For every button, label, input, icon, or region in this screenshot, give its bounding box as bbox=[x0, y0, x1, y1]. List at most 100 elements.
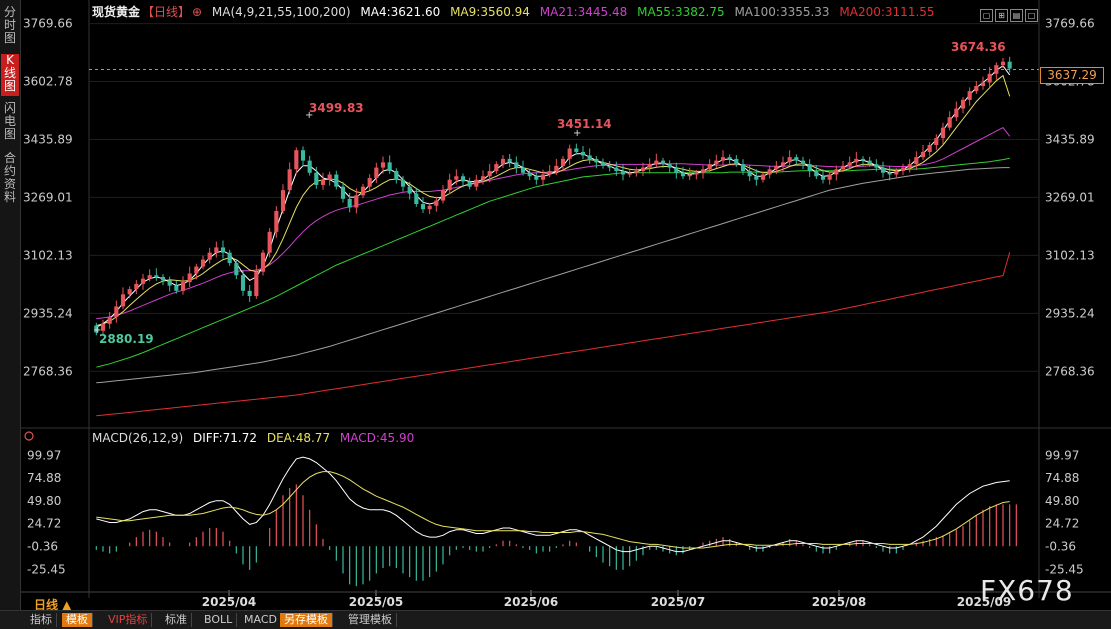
candle-body bbox=[960, 99, 966, 109]
candle-body bbox=[267, 231, 272, 253]
candle-body bbox=[334, 174, 339, 187]
period-selector[interactable]: 日线 ▲ bbox=[34, 598, 72, 612]
candle-body bbox=[247, 290, 252, 297]
candle-body bbox=[587, 155, 592, 159]
axis-labels: 3769.663769.663602.783602.783435.893435.… bbox=[23, 17, 1095, 609]
candle-body bbox=[1000, 61, 1006, 66]
ma21-line bbox=[96, 126, 1011, 320]
candle-body bbox=[540, 174, 546, 180]
macd-histogram bbox=[95, 484, 1017, 587]
dea-value: DEA:48.77 bbox=[266, 431, 331, 445]
candle-body bbox=[847, 162, 852, 166]
ma4-line bbox=[96, 65, 1011, 328]
candle-body bbox=[500, 158, 506, 165]
candle-body bbox=[260, 252, 266, 272]
candle-body bbox=[574, 148, 579, 152]
price-tick-left: 2935.24 bbox=[23, 306, 73, 320]
candle-body bbox=[880, 167, 886, 173]
tab-indicator[interactable]: 指标 bbox=[26, 613, 57, 627]
candle-body bbox=[447, 179, 452, 191]
candle-body bbox=[240, 275, 246, 291]
annotation-high-1: 3499.83 bbox=[309, 101, 364, 115]
candle-body bbox=[620, 171, 626, 175]
restore-icon[interactable]: ▢ bbox=[980, 9, 993, 22]
candle-body bbox=[234, 263, 239, 276]
dea-line bbox=[96, 471, 1010, 549]
macd-tick-left: 99.97 bbox=[27, 448, 61, 462]
candle-body bbox=[347, 198, 352, 208]
ma9-line bbox=[96, 74, 1011, 327]
chart-canvas[interactable]: 3769.663769.663602.783602.783435.893435.… bbox=[21, 0, 1111, 610]
ma55-value: MA55:3382.75 bbox=[637, 5, 725, 19]
candle-body bbox=[894, 171, 899, 175]
tab-save-template[interactable]: 另存模板 bbox=[280, 613, 333, 627]
window-controls: ▢ ⊞ ▤ □ bbox=[978, 3, 1038, 22]
candle-body bbox=[140, 278, 146, 284]
tab-kline[interactable]: K线图 bbox=[1, 54, 19, 96]
candle-body bbox=[127, 289, 132, 295]
maximize-icon[interactable]: □ bbox=[1025, 9, 1038, 22]
candle-body bbox=[720, 157, 726, 161]
candle-body bbox=[867, 160, 872, 165]
candle-body bbox=[487, 171, 492, 177]
ma100-line bbox=[96, 167, 1010, 384]
candle-body bbox=[214, 247, 219, 253]
candle-body bbox=[207, 252, 212, 260]
candle-body bbox=[700, 169, 706, 173]
price-tick-right: 3269.01 bbox=[1045, 190, 1095, 204]
candle-body bbox=[160, 276, 166, 281]
candle-body bbox=[527, 172, 532, 177]
candle-body bbox=[294, 150, 299, 170]
chart-header: 现货黄金 【日线】 ⊕ MA(4,9,21,55,100,200) MA4:3621… bbox=[92, 3, 941, 20]
ma-lines bbox=[96, 65, 1011, 417]
candle-body bbox=[460, 176, 466, 182]
candle-body bbox=[940, 127, 946, 139]
candle-body bbox=[947, 117, 952, 128]
ma21-value: MA21:3445.48 bbox=[539, 5, 628, 19]
macd-tick-left: -0.36 bbox=[27, 540, 58, 554]
candle-body bbox=[874, 164, 879, 168]
candle-body bbox=[594, 158, 599, 163]
candle-body bbox=[100, 323, 106, 331]
candle-body bbox=[627, 172, 632, 175]
tab-boll[interactable]: BOLL bbox=[200, 613, 238, 627]
settings-icon[interactable]: ⊕ bbox=[192, 5, 203, 19]
candle-body bbox=[907, 164, 912, 168]
diff-line bbox=[96, 456, 1010, 553]
candle-body bbox=[534, 176, 539, 180]
fullscreen-icon[interactable]: ⊞ bbox=[995, 9, 1008, 22]
macd-tick-right: 49.80 bbox=[1045, 494, 1079, 508]
x-tick-label: 2025/07 bbox=[651, 595, 705, 609]
layout-icon[interactable]: ▤ bbox=[1010, 9, 1023, 22]
tab-vip-indicator[interactable]: VIP指标 bbox=[104, 613, 153, 627]
tab-manage-template[interactable]: 管理模板 bbox=[344, 613, 397, 627]
candle-body bbox=[787, 157, 792, 163]
candle-body bbox=[687, 174, 692, 177]
tab-standard[interactable]: 标准 bbox=[161, 613, 192, 627]
candle-body bbox=[467, 181, 472, 187]
price-tick-right: 2935.24 bbox=[1045, 306, 1095, 320]
candle-body bbox=[200, 259, 206, 267]
tab-template[interactable]: 模板 bbox=[62, 613, 93, 627]
candle-body bbox=[860, 158, 866, 161]
candle-body bbox=[280, 190, 286, 211]
candle-body bbox=[414, 193, 419, 205]
macd-tick-right: 24.72 bbox=[1045, 517, 1079, 531]
marker-high-2: + bbox=[573, 128, 581, 139]
ma200-value: MA200:3111.55 bbox=[839, 5, 935, 19]
candle-body bbox=[514, 162, 519, 168]
candle-body bbox=[167, 280, 172, 286]
tab-macd[interactable]: MACD bbox=[240, 613, 282, 627]
candle-body bbox=[547, 171, 552, 175]
candle-body bbox=[147, 275, 152, 279]
tab-timeshare[interactable]: 分时图 bbox=[3, 5, 16, 45]
candle-body bbox=[354, 195, 359, 208]
tab-flash[interactable]: 闪电图 bbox=[3, 101, 16, 141]
candle-body bbox=[727, 157, 732, 159]
tab-contract-info[interactable]: 合约资料 bbox=[3, 151, 16, 204]
left-sidebar: 分时图 K线图 闪电图 合约资料 bbox=[0, 0, 21, 610]
macd-tick-left: -25.45 bbox=[27, 562, 66, 576]
candle-body bbox=[320, 179, 326, 185]
candle-body bbox=[307, 160, 312, 173]
candle-body bbox=[654, 160, 659, 165]
